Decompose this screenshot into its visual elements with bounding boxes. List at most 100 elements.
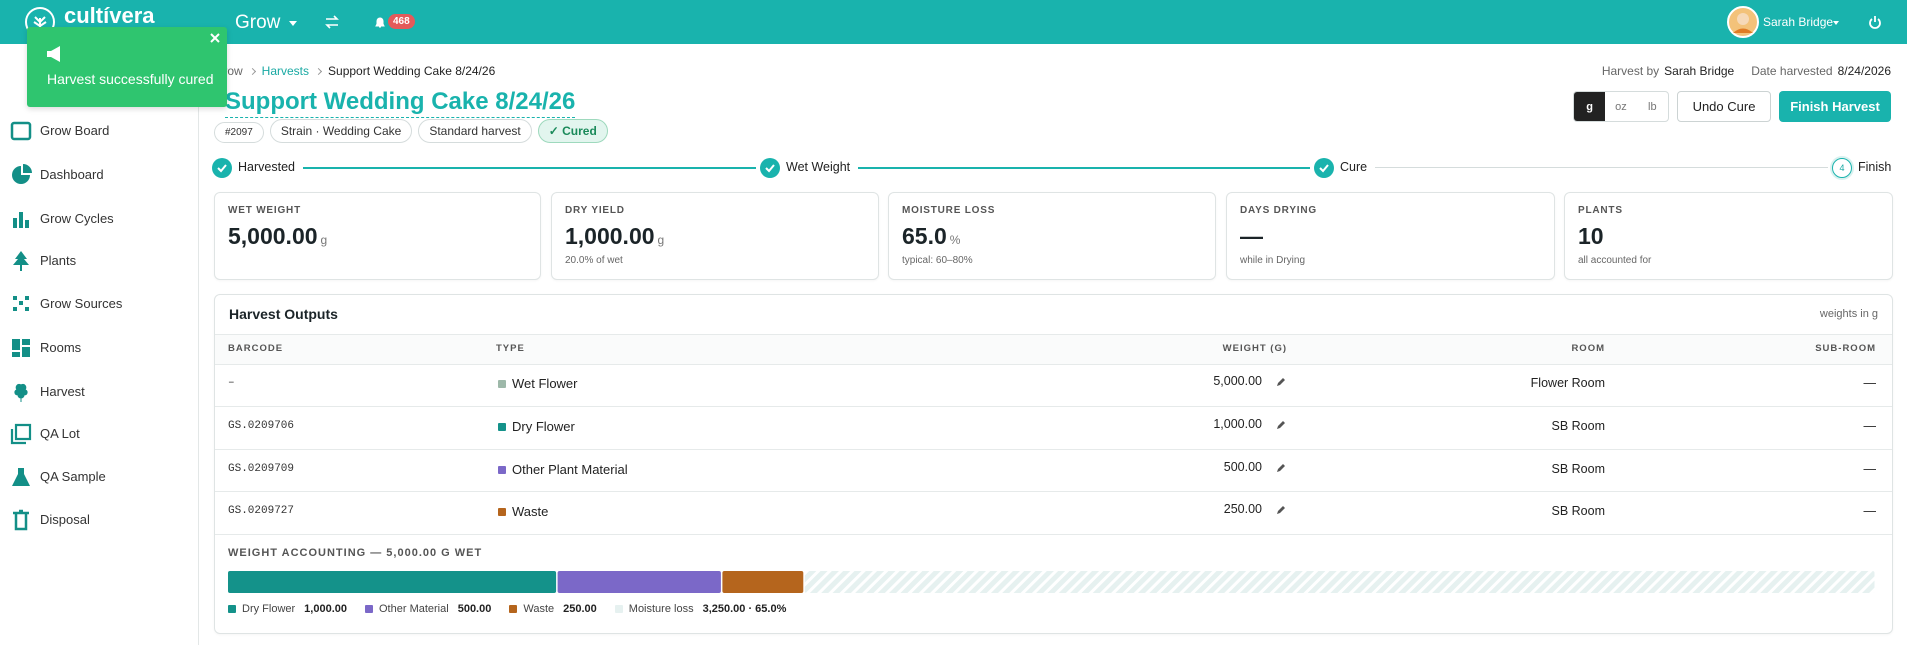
breadcrumb-item: Support Wedding Cake 8/24/26 <box>328 64 496 78</box>
legend-value: 3,250.00 · 65.0% <box>702 603 787 615</box>
unit-option[interactable]: lb <box>1648 100 1657 113</box>
legend-swatch <box>614 605 623 613</box>
weight-bar <box>228 571 1875 593</box>
nav-item[interactable]: Rooms <box>40 340 82 355</box>
icon-shape <box>12 339 30 357</box>
barcode: – <box>228 377 235 389</box>
edit-icon[interactable] <box>1276 505 1286 515</box>
stat-value: 10 <box>1578 223 1604 249</box>
unit-toggle: g oz lb <box>1573 91 1669 122</box>
row-divider <box>215 491 1892 492</box>
weight: 250.00 <box>1223 502 1262 516</box>
legend-value: 500.00 <box>457 603 492 615</box>
chip: ✓ Cured <box>537 119 608 143</box>
nav-item[interactable]: Grow Board <box>40 123 110 138</box>
row-divider <box>215 534 1892 535</box>
breadcrumb-item[interactable]: Harvests <box>261 64 310 78</box>
toast-close[interactable] <box>210 33 220 43</box>
bell-icon[interactable] <box>373 15 387 29</box>
nav-item[interactable]: QA Lot <box>40 426 80 441</box>
edit-icon[interactable] <box>1276 463 1286 473</box>
room: Flower Room <box>1530 376 1605 390</box>
megaphone-icon <box>47 46 60 62</box>
nav-icon <box>12 468 30 486</box>
stat-label: MOISTURE LOSS <box>902 205 996 216</box>
nav-item[interactable]: Grow Sources <box>40 296 123 311</box>
stat-label: WET WEIGHT <box>228 205 301 216</box>
check-icon <box>217 164 227 173</box>
barcode: GS.0209709 <box>228 463 295 475</box>
barcode: GS.0209706 <box>228 420 295 432</box>
legend-name: Dry Flower <box>242 603 296 615</box>
notification-badge[interactable]: 468 <box>388 14 415 29</box>
step-label: Cure <box>1340 160 1368 174</box>
check-icon <box>1319 164 1329 173</box>
finish-harvest-button[interactable]: Finish Harvest <box>1779 91 1891 122</box>
edit-icon[interactable] <box>1276 377 1286 387</box>
nav-item[interactable]: QA Sample <box>40 469 106 484</box>
stat-unit: g <box>657 233 665 247</box>
weight-segment <box>228 571 557 593</box>
legend-swatch <box>228 605 236 613</box>
stat-value: — <box>1240 223 1263 249</box>
unit-option[interactable]: oz <box>1615 100 1627 113</box>
nav-item[interactable]: Disposal <box>40 512 90 527</box>
check <box>1319 164 1329 173</box>
legend-value: 250.00 <box>563 603 597 615</box>
grow-menu[interactable]: Grow <box>235 12 281 33</box>
nav-icon <box>13 296 29 311</box>
nav-item[interactable]: Harvest <box>40 384 85 399</box>
check <box>765 164 775 173</box>
type-swatch <box>498 466 506 474</box>
main-content: Grow Harvests Support Wedding Cake 8/24/26… <box>199 44 1907 645</box>
stat-unit: g <box>320 233 328 247</box>
step-connector <box>858 167 1310 169</box>
pencil <box>1277 421 1285 429</box>
edit-icon[interactable] <box>1276 420 1286 430</box>
step-circle: 4 <box>1832 158 1852 178</box>
stat-card: DAYS DRYING — while in Drying <box>1226 192 1555 280</box>
icon-shape <box>13 509 29 531</box>
table-note: weights in g <box>1819 308 1878 320</box>
nav-icon <box>13 212 29 228</box>
stat-label: DRY YIELD <box>565 205 625 216</box>
harvest-outputs-card: Harvest Outputs weights in g BARCODE TYPE WE… <box>214 294 1893 634</box>
step-label: Wet Weight <box>786 160 851 174</box>
icon-shape <box>13 212 29 228</box>
column-header: ROOM <box>1571 343 1605 354</box>
avatar[interactable] <box>1727 6 1759 38</box>
nav-icon <box>14 384 28 402</box>
stat-card: MOISTURE LOSS 65.0% typical: 60–80% <box>888 192 1216 280</box>
legend-name: Other Material <box>379 603 449 615</box>
undo-cure-button[interactable]: Undo Cure <box>1677 91 1771 122</box>
meta-label: Harvest by <box>1601 64 1660 78</box>
swap-icon[interactable] <box>324 15 340 29</box>
type: Waste <box>512 504 549 519</box>
chip: Standard harvest <box>418 119 532 143</box>
icon-shape <box>13 296 29 311</box>
nav-icon <box>10 121 32 141</box>
unit-option[interactable]: g <box>1574 92 1606 121</box>
icon-shape <box>10 121 32 141</box>
weight-segment <box>722 571 804 593</box>
legend-item: Dry Flower 1,000.00 <box>228 603 347 615</box>
page-title[interactable]: Support Wedding Cake 8/24/26 <box>225 88 576 118</box>
stat-unit: % <box>949 233 961 247</box>
user-name[interactable]: Sarah Bridge <box>1763 15 1834 29</box>
stat-value-row: 65.0% <box>902 223 960 250</box>
nav-icon <box>12 339 30 357</box>
stat-label: DAYS DRYING <box>1240 205 1317 216</box>
legend-name: Moisture loss <box>628 603 694 615</box>
meta-value: Sarah Bridge <box>1664 64 1735 78</box>
nav-item[interactable]: Plants <box>40 253 77 268</box>
power-icon[interactable] <box>1868 15 1882 29</box>
sidebar: Grow Board Dashboard Grow Cycles Plants Grow… <box>0 44 199 645</box>
barcode: GS.0209727 <box>228 505 295 517</box>
nav-item[interactable]: Grow Cycles <box>40 211 114 226</box>
type: Wet Flower <box>512 376 578 391</box>
type: Other Plant Material <box>512 462 628 477</box>
nav-item[interactable]: Dashboard <box>40 167 104 182</box>
breadcrumb: Grow Harvests Support Wedding Cake 8/24/26 <box>214 64 495 78</box>
column-header: TYPE <box>496 343 525 354</box>
